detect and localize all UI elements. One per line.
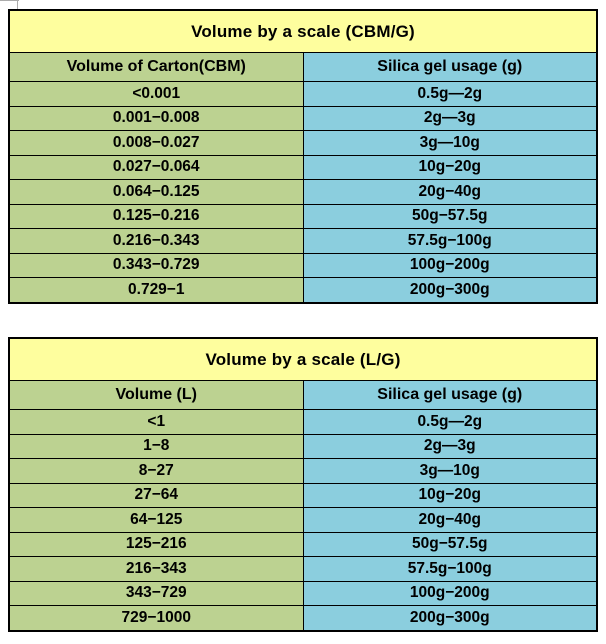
usage-column-header: Silica gel usage (g) [302, 52, 598, 82]
data-row: 0.064−0.125 20g−40g [8, 179, 598, 205]
usage-range-cell: 2g—3g [302, 433, 598, 459]
usage-range-cell: 0.5g—2g [302, 81, 598, 107]
volume-column-header: Volume (L) [8, 380, 304, 410]
volume-range-cell: 0.064−0.125 [8, 179, 304, 205]
data-row: 8−27 3g—10g [8, 458, 598, 484]
usage-range-cell: 100g−200g [302, 580, 598, 606]
usage-range-cell: 57.5g−100g [302, 228, 598, 254]
liter-table-body: <1 0.5g—2g 1−8 2g—3g 8−27 3g—10g 27−64 10g−20g 6… [8, 409, 598, 631]
usage-range-cell: 3g—10g [302, 130, 598, 156]
header-row: Volume of Carton(CBM) Silica gel usage (… [8, 52, 598, 82]
data-row: 0.027−0.064 10g−20g [8, 154, 598, 180]
usage-range-cell: 100g−200g [302, 252, 598, 278]
volume-range-cell: 729−1000 [8, 605, 304, 631]
data-row: 0.125−0.216 50g−57.5g [8, 203, 598, 229]
data-row: 125−216 50g−57.5g [8, 531, 598, 557]
data-row: 0.216−0.343 57.5g−100g [8, 228, 598, 254]
usage-range-cell: 0.5g—2g [302, 409, 598, 435]
usage-range-cell: 3g—10g [302, 458, 598, 484]
volume-range-cell: 0.729−1 [8, 277, 304, 303]
volume-range-cell: 0.343−0.729 [8, 252, 304, 278]
excel-gridline-vertical [17, 0, 18, 9]
table-title: Volume by a scale (CBM/G) [8, 9, 598, 53]
excel-gridline-horizontal [0, 0, 19, 1]
data-row: 0.729−1 200g−300g [8, 277, 598, 303]
volume-range-cell: <1 [8, 409, 304, 435]
volume-range-cell: 0.216−0.343 [8, 228, 304, 254]
volume-range-cell: 343−729 [8, 580, 304, 606]
usage-range-cell: 50g−57.5g [302, 203, 598, 229]
data-row: 343−729 100g−200g [8, 580, 598, 606]
usage-range-cell: 200g−300g [302, 605, 598, 631]
usage-range-cell: 200g−300g [302, 277, 598, 303]
volume-range-cell: 216−343 [8, 556, 304, 582]
usage-range-cell: 2g—3g [302, 105, 598, 131]
usage-range-cell: 20g−40g [302, 179, 598, 205]
usage-range-cell: 50g−57.5g [302, 531, 598, 557]
title-row: Volume by a scale (L/G) [8, 337, 598, 381]
data-row: 1−8 2g—3g [8, 433, 598, 459]
data-row: 0.008−0.027 3g—10g [8, 130, 598, 156]
volume-range-cell: 0.001−0.008 [8, 105, 304, 131]
cbm-scale-table: Volume by a scale (CBM/G) Volume of Cart… [8, 9, 598, 304]
data-row: 64−125 20g−40g [8, 507, 598, 533]
volume-range-cell: <0.001 [8, 81, 304, 107]
usage-range-cell: 20g−40g [302, 507, 598, 533]
volume-range-cell: 8−27 [8, 458, 304, 484]
cbm-table-body: <0.001 0.5g—2g 0.001−0.008 2g—3g 0.008−0.027… [8, 81, 598, 303]
data-row: 0.001−0.008 2g—3g [8, 105, 598, 131]
volume-range-cell: 125−216 [8, 531, 304, 557]
volume-range-cell: 64−125 [8, 507, 304, 533]
data-row: 27−64 10g−20g [8, 482, 598, 508]
table-title: Volume by a scale (L/G) [8, 337, 598, 381]
volume-range-cell: 27−64 [8, 482, 304, 508]
volume-range-cell: 1−8 [8, 433, 304, 459]
data-row: 216−343 57.5g−100g [8, 556, 598, 582]
usage-range-cell: 57.5g−100g [302, 556, 598, 582]
volume-column-header: Volume of Carton(CBM) [8, 52, 304, 82]
header-row: Volume (L) Silica gel usage (g) [8, 380, 598, 410]
data-row: 729−1000 200g−300g [8, 605, 598, 631]
data-row: <1 0.5g—2g [8, 409, 598, 435]
volume-range-cell: 0.125−0.216 [8, 203, 304, 229]
usage-column-header: Silica gel usage (g) [302, 380, 598, 410]
liter-scale-table: Volume by a scale (L/G) Volume (L) Silic… [8, 337, 598, 632]
data-row: <0.001 0.5g—2g [8, 81, 598, 107]
data-row: 0.343−0.729 100g−200g [8, 252, 598, 278]
volume-range-cell: 0.008−0.027 [8, 130, 304, 156]
usage-range-cell: 10g−20g [302, 154, 598, 180]
usage-range-cell: 10g−20g [302, 482, 598, 508]
volume-range-cell: 0.027−0.064 [8, 154, 304, 180]
title-row: Volume by a scale (CBM/G) [8, 9, 598, 53]
